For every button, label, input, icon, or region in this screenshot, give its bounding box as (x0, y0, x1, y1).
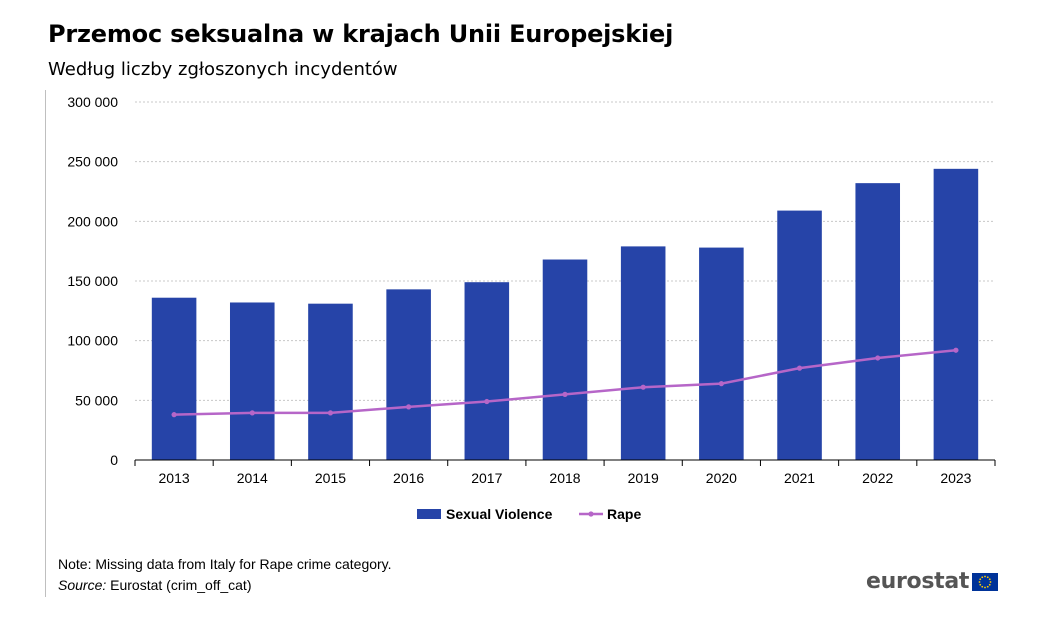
x-axis-ticks: 2013 2014 2015 2016 2017 2018 2019 2020 2021 2022… (134, 460, 996, 486)
bar-2021 (777, 210, 822, 460)
chart-title: Przemoc seksualna w krajach Unii Europej… (48, 20, 674, 48)
eurostat-logo: eurostat (866, 569, 999, 594)
bar-2022 (855, 183, 901, 460)
bar-2013 (151, 297, 197, 460)
y-tick-label: 300 000 (67, 94, 118, 110)
bar-2016 (386, 289, 431, 460)
left-rule (45, 90, 46, 597)
rape-point-2021 (796, 365, 803, 371)
y-tick-label: 0 (110, 452, 118, 468)
bars (151, 168, 979, 460)
legend-swatch-rape-marker (588, 511, 594, 517)
y-tick-label: 100 000 (67, 333, 118, 349)
bar-2015 (308, 303, 353, 460)
rape-point-2015 (327, 410, 334, 416)
legend-label-sexual-violence: Sexual Violence (446, 506, 553, 522)
x-tick-label: 2018 (549, 470, 580, 486)
line-series (171, 347, 959, 418)
y-tick-label: 150 000 (67, 273, 118, 289)
x-tick-label: 2021 (784, 470, 815, 486)
rape-point-2023 (953, 347, 959, 353)
legend-label-rape: Rape (607, 506, 641, 522)
x-tick-label: 2022 (862, 470, 893, 486)
rape-point-2017 (484, 398, 490, 405)
rape-point-2022 (875, 355, 881, 361)
eu-flag-icon (972, 572, 999, 591)
rape-point-2019 (640, 384, 646, 390)
y-tick-label: 50 000 (75, 392, 118, 408)
x-tick-label: 2014 (237, 470, 268, 486)
x-tick-label: 2015 (315, 470, 346, 486)
rape-point-2014 (249, 410, 255, 416)
footnote: Note: Missing data from Italy for Rape c… (58, 556, 392, 572)
bar-2017 (464, 282, 510, 460)
source-label: Source: (58, 577, 107, 593)
x-tick-label: 2019 (628, 470, 659, 486)
bar-2020 (699, 247, 744, 460)
rape-point-2018 (562, 391, 568, 397)
rape-point-2013 (171, 412, 177, 418)
x-tick-label: 2017 (471, 470, 502, 486)
y-axis-ticks: 0 50 000 100 000 150 000 200 000 250 000 300 0… (67, 94, 118, 468)
bar-2018 (542, 259, 588, 460)
x-tick-label: 2020 (706, 470, 737, 486)
rape-point-2016 (406, 404, 412, 410)
bar-2023 (933, 168, 979, 460)
chart-subtitle: Według liczby zgłoszonych incydentów (48, 59, 398, 80)
source-value: Eurostat (crim_off_cat) (110, 577, 252, 593)
legend-swatch-sexual-violence (417, 509, 441, 519)
legend: Sexual Violence Rape (417, 506, 641, 522)
x-tick-label: 2023 (940, 470, 971, 486)
rape-point-2020 (718, 381, 724, 387)
y-tick-label: 250 000 (67, 154, 118, 170)
logo-text: eurostat (866, 569, 970, 594)
bar-2014 (229, 302, 275, 460)
x-tick-label: 2016 (393, 470, 424, 486)
bar-2019 (620, 246, 666, 460)
y-tick-label: 200 000 (67, 213, 118, 229)
x-tick-label: 2013 (159, 470, 190, 486)
source-line: Source: Eurostat (crim_off_cat) (58, 577, 252, 593)
